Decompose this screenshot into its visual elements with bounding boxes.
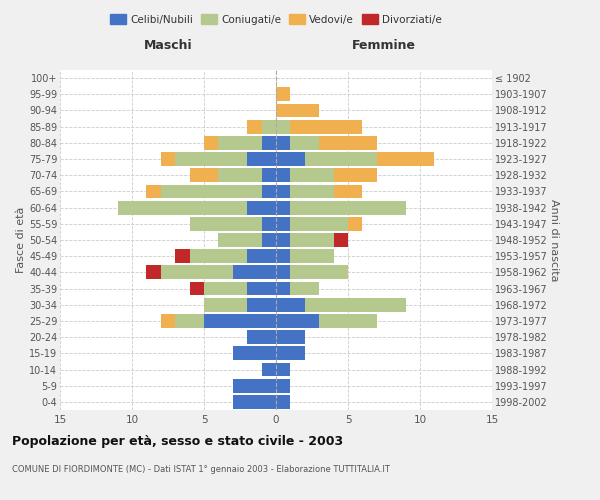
Bar: [218, 136, 262, 149]
Bar: [276, 184, 290, 198]
Bar: [247, 120, 262, 134]
Bar: [262, 217, 276, 230]
Bar: [175, 314, 204, 328]
Legend: Celibi/Nubili, Coniugati/e, Vedovi/e, Divorziati/e: Celibi/Nubili, Coniugati/e, Vedovi/e, Di…: [106, 10, 446, 29]
Bar: [146, 266, 161, 280]
Bar: [334, 168, 377, 182]
Bar: [190, 282, 204, 296]
Bar: [146, 184, 161, 198]
Bar: [262, 362, 276, 376]
Bar: [204, 314, 276, 328]
Bar: [218, 233, 262, 247]
Bar: [290, 120, 362, 134]
Bar: [190, 250, 247, 263]
Bar: [262, 233, 276, 247]
Bar: [290, 184, 334, 198]
Y-axis label: Anni di nascita: Anni di nascita: [549, 198, 559, 281]
Bar: [305, 298, 406, 312]
Bar: [247, 330, 276, 344]
Bar: [276, 362, 290, 376]
Bar: [247, 200, 276, 214]
Bar: [204, 136, 218, 149]
Bar: [276, 168, 290, 182]
Bar: [161, 314, 175, 328]
Bar: [276, 136, 290, 149]
Bar: [262, 184, 276, 198]
Bar: [276, 200, 290, 214]
Bar: [218, 168, 262, 182]
Bar: [334, 233, 348, 247]
Bar: [290, 233, 334, 247]
Text: Femmine: Femmine: [352, 40, 416, 52]
Bar: [204, 298, 247, 312]
Bar: [190, 217, 262, 230]
Bar: [276, 217, 290, 230]
Bar: [319, 314, 377, 328]
Bar: [290, 250, 334, 263]
Bar: [161, 184, 262, 198]
Bar: [233, 395, 276, 409]
Bar: [348, 217, 362, 230]
Bar: [290, 266, 348, 280]
Bar: [233, 266, 276, 280]
Bar: [276, 346, 305, 360]
Bar: [290, 217, 348, 230]
Bar: [290, 136, 319, 149]
Bar: [175, 152, 247, 166]
Bar: [276, 379, 290, 392]
Bar: [276, 395, 290, 409]
Bar: [262, 136, 276, 149]
Bar: [290, 282, 319, 296]
Bar: [118, 200, 247, 214]
Bar: [334, 184, 362, 198]
Bar: [247, 250, 276, 263]
Bar: [276, 330, 305, 344]
Bar: [276, 152, 305, 166]
Bar: [247, 298, 276, 312]
Bar: [233, 346, 276, 360]
Bar: [276, 282, 290, 296]
Bar: [290, 200, 406, 214]
Bar: [276, 314, 319, 328]
Bar: [290, 168, 334, 182]
Bar: [262, 168, 276, 182]
Bar: [276, 233, 290, 247]
Bar: [161, 152, 175, 166]
Bar: [262, 120, 276, 134]
Bar: [276, 266, 290, 280]
Bar: [175, 250, 190, 263]
Bar: [276, 298, 305, 312]
Bar: [319, 136, 377, 149]
Text: Maschi: Maschi: [143, 40, 193, 52]
Bar: [276, 120, 290, 134]
Text: Popolazione per età, sesso e stato civile - 2003: Popolazione per età, sesso e stato civil…: [12, 435, 343, 448]
Bar: [377, 152, 434, 166]
Y-axis label: Fasce di età: Fasce di età: [16, 207, 26, 273]
Bar: [161, 266, 233, 280]
Bar: [233, 379, 276, 392]
Bar: [276, 88, 290, 101]
Bar: [204, 282, 247, 296]
Bar: [247, 152, 276, 166]
Bar: [276, 104, 319, 118]
Bar: [190, 168, 218, 182]
Bar: [305, 152, 377, 166]
Text: COMUNE DI FIORDIMONTE (MC) - Dati ISTAT 1° gennaio 2003 - Elaborazione TUTTITALI: COMUNE DI FIORDIMONTE (MC) - Dati ISTAT …: [12, 465, 390, 474]
Bar: [276, 250, 290, 263]
Bar: [247, 282, 276, 296]
